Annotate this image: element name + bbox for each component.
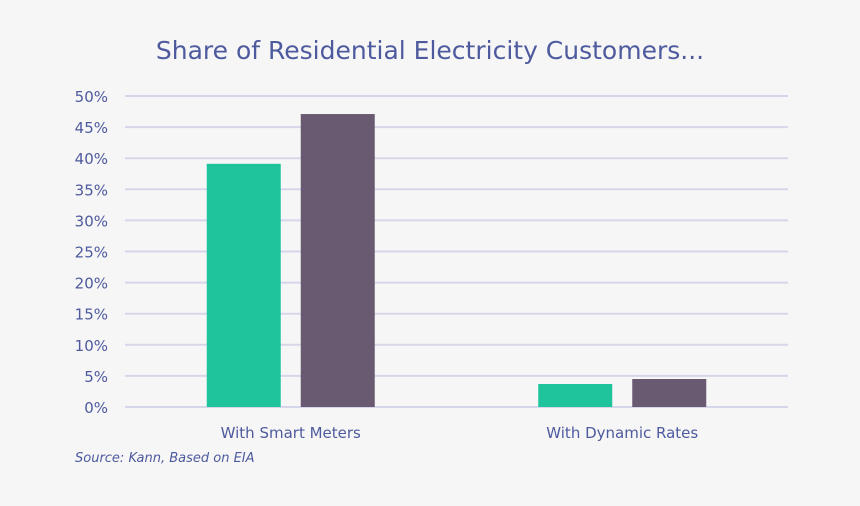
- y-tick-label: 10%: [75, 337, 108, 355]
- y-tick-label: 15%: [75, 306, 108, 324]
- y-tick-label: 30%: [75, 212, 108, 230]
- chart-title: Share of Residential Electricity Custome…: [155, 36, 705, 65]
- y-tick-label: 20%: [75, 275, 108, 293]
- bar-1-1: [206, 163, 281, 407]
- y-tick-label: 35%: [75, 181, 108, 199]
- y-tick-label: 0%: [84, 399, 108, 417]
- x-category-label: With Dynamic Rates: [546, 424, 698, 442]
- source-note: Source: Kann, Based on EIA: [75, 451, 255, 466]
- y-tick-label: 45%: [75, 119, 108, 137]
- y-tick-label: 25%: [75, 244, 108, 262]
- x-category-label: With Smart Meters: [221, 424, 361, 442]
- bar-1-2: [538, 383, 613, 407]
- y-tick-label: 40%: [75, 150, 108, 168]
- bar-2-2: [632, 379, 707, 407]
- y-tick-label: 5%: [84, 368, 108, 386]
- y-tick-label: 50%: [75, 88, 108, 106]
- bar-2-1: [300, 114, 375, 408]
